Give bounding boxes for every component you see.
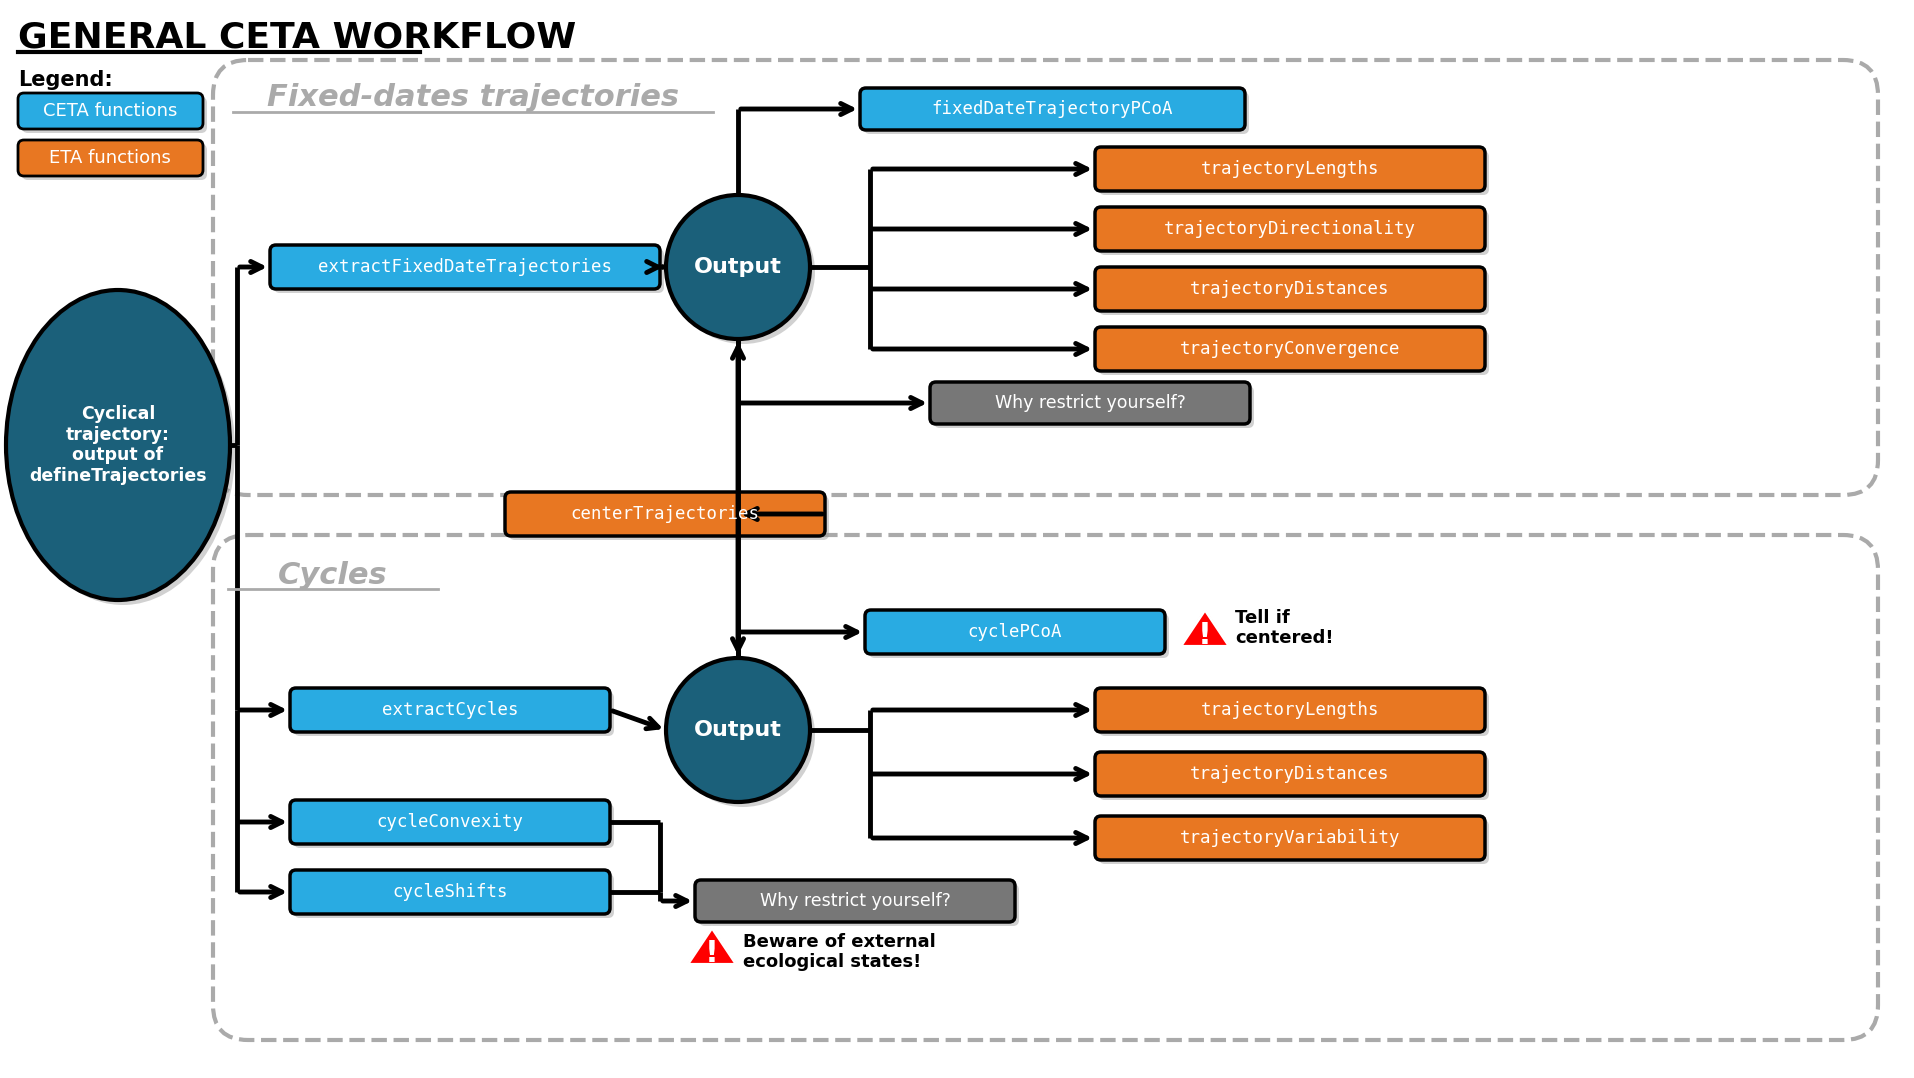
FancyBboxPatch shape xyxy=(1099,820,1489,863)
Text: Why restrict yourself?: Why restrict yourself? xyxy=(760,892,951,910)
FancyBboxPatch shape xyxy=(934,386,1254,428)
Text: trajectoryDistances: trajectoryDistances xyxy=(1191,280,1390,298)
Text: Legend:: Legend: xyxy=(17,70,113,89)
Polygon shape xyxy=(687,928,737,965)
FancyBboxPatch shape xyxy=(291,870,611,914)
FancyBboxPatch shape xyxy=(17,140,203,176)
Text: trajectoryDirectionality: trajectoryDirectionality xyxy=(1164,220,1416,238)
Ellipse shape xyxy=(6,290,230,600)
Text: trajectoryVariability: trajectoryVariability xyxy=(1179,829,1401,847)
Text: Why restrict yourself?: Why restrict yourself? xyxy=(995,393,1185,412)
Polygon shape xyxy=(1181,610,1229,647)
FancyBboxPatch shape xyxy=(295,692,614,736)
FancyBboxPatch shape xyxy=(17,93,203,129)
FancyBboxPatch shape xyxy=(1095,816,1485,860)
Text: Cycles: Cycles xyxy=(278,561,389,590)
FancyBboxPatch shape xyxy=(859,88,1244,130)
FancyBboxPatch shape xyxy=(930,382,1250,424)
FancyBboxPatch shape xyxy=(1095,267,1485,310)
FancyBboxPatch shape xyxy=(1099,692,1489,736)
FancyBboxPatch shape xyxy=(274,249,664,293)
Text: Output: Output xyxy=(695,720,783,740)
Text: Beware of external
ecological states!: Beware of external ecological states! xyxy=(743,932,936,971)
FancyBboxPatch shape xyxy=(291,688,611,732)
Ellipse shape xyxy=(672,663,815,807)
FancyBboxPatch shape xyxy=(699,884,1018,926)
FancyBboxPatch shape xyxy=(1099,151,1489,195)
FancyBboxPatch shape xyxy=(21,144,207,180)
FancyBboxPatch shape xyxy=(1099,211,1489,255)
Text: trajectoryLengths: trajectoryLengths xyxy=(1200,701,1380,719)
FancyBboxPatch shape xyxy=(270,245,660,289)
FancyBboxPatch shape xyxy=(291,800,611,844)
Text: trajectoryConvergence: trajectoryConvergence xyxy=(1179,340,1401,358)
Ellipse shape xyxy=(672,201,815,344)
Text: Output: Output xyxy=(695,257,783,277)
FancyBboxPatch shape xyxy=(505,492,825,536)
Text: trajectoryLengths: trajectoryLengths xyxy=(1200,160,1380,178)
Text: centerTrajectories: centerTrajectories xyxy=(570,505,760,523)
Text: Cyclical
trajectory:
output of
defineTrajectories: Cyclical trajectory: output of defineTra… xyxy=(29,405,207,485)
FancyBboxPatch shape xyxy=(1095,688,1485,732)
Text: !: ! xyxy=(704,939,720,968)
Text: extractFixedDateTrajectories: extractFixedDateTrajectories xyxy=(318,258,612,276)
FancyBboxPatch shape xyxy=(509,496,829,540)
Text: Tell if
centered!: Tell if centered! xyxy=(1235,609,1334,648)
FancyBboxPatch shape xyxy=(295,804,614,848)
Text: GENERAL CETA WORKFLOW: GENERAL CETA WORKFLOW xyxy=(17,20,576,55)
Ellipse shape xyxy=(666,195,810,338)
FancyBboxPatch shape xyxy=(1099,756,1489,800)
FancyBboxPatch shape xyxy=(21,97,207,133)
FancyBboxPatch shape xyxy=(295,874,614,918)
FancyBboxPatch shape xyxy=(695,880,1014,922)
Text: ETA functions: ETA functions xyxy=(50,149,170,167)
Text: cyclePCoA: cyclePCoA xyxy=(968,623,1062,641)
Text: trajectoryDistances: trajectoryDistances xyxy=(1191,765,1390,783)
Text: CETA functions: CETA functions xyxy=(42,102,178,120)
FancyBboxPatch shape xyxy=(863,92,1250,134)
FancyBboxPatch shape xyxy=(865,610,1166,654)
Text: fixedDateTrajectoryPCoA: fixedDateTrajectoryPCoA xyxy=(932,100,1173,118)
FancyBboxPatch shape xyxy=(1095,147,1485,191)
FancyBboxPatch shape xyxy=(1095,327,1485,371)
Text: cycleShifts: cycleShifts xyxy=(392,883,507,901)
Ellipse shape xyxy=(666,658,810,802)
FancyBboxPatch shape xyxy=(1095,207,1485,251)
Ellipse shape xyxy=(11,295,235,605)
Text: extractCycles: extractCycles xyxy=(381,701,519,719)
Text: !: ! xyxy=(1198,621,1212,650)
Text: Fixed-dates trajectories: Fixed-dates trajectories xyxy=(266,83,679,112)
FancyBboxPatch shape xyxy=(1095,752,1485,796)
FancyBboxPatch shape xyxy=(869,614,1169,658)
FancyBboxPatch shape xyxy=(1099,271,1489,315)
FancyBboxPatch shape xyxy=(1099,331,1489,375)
Text: cycleConvexity: cycleConvexity xyxy=(377,813,524,831)
